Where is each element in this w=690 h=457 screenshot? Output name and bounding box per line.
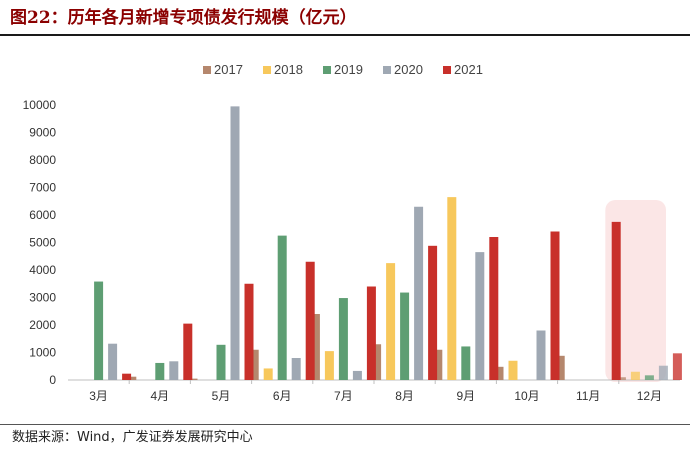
bar-2019 (461, 346, 471, 380)
bar-2017 (555, 355, 565, 380)
y-tick-label: 5000 (29, 236, 56, 250)
bar-2020 (108, 343, 118, 380)
bar-2020 (658, 365, 668, 380)
bar-2017 (127, 376, 137, 380)
chart-legend: 2017 2018 2019 2020 2021 (203, 62, 483, 77)
y-tick-label: 9000 (29, 126, 56, 140)
bar-chart: 2017 2018 2019 2020 2021 0 1000 2000 3000 4000 50… (23, 62, 682, 403)
bar-2018 (508, 360, 518, 380)
bar-2019 (644, 375, 654, 380)
source-rule (0, 424, 690, 425)
bar-2019 (277, 235, 287, 380)
bar-2019 (400, 292, 410, 380)
chart-axes: 0 1000 2000 3000 4000 5000 6000 7000 8000 9000 100… (23, 98, 680, 403)
bar-2021 (366, 286, 376, 380)
legend-swatch (323, 66, 331, 74)
x-tick-label: 11月 (576, 389, 600, 403)
legend-swatch (443, 66, 451, 74)
bar-2020 (291, 358, 301, 380)
y-tick-label: 6000 (29, 208, 56, 222)
y-tick-label: 1000 (29, 346, 56, 360)
bar-2020 (414, 206, 424, 380)
legend-label: 2021 (454, 62, 483, 77)
bar-2018 (447, 197, 457, 380)
bar-2017 (433, 349, 443, 380)
legend-label: 2017 (214, 62, 243, 77)
bar-2021 (122, 373, 132, 380)
bar-2020 (475, 252, 485, 380)
bar-2019 (155, 362, 165, 380)
bar-2018 (386, 263, 396, 380)
bar-2017 (494, 366, 504, 380)
bar-2021 (428, 245, 438, 380)
bar-2019 (94, 281, 104, 380)
x-tick-label: 7月 (334, 389, 353, 403)
y-tick-label: 10000 (23, 98, 57, 112)
bar-2017 (249, 349, 259, 380)
x-tick-label: 4月 (150, 389, 169, 403)
bar-2020 (536, 330, 546, 380)
title-rule (0, 34, 690, 36)
bar-2017 (372, 344, 382, 380)
x-tick-label: 12月 (637, 389, 662, 403)
legend-swatch (263, 66, 271, 74)
y-tick-label: 0 (49, 373, 56, 387)
x-tick-label: 10月 (514, 389, 539, 403)
legend-label: 2020 (394, 62, 423, 77)
y-tick-label: 3000 (29, 291, 56, 305)
legend-swatch (203, 66, 211, 74)
chart-bars (94, 106, 682, 380)
bar-2021 (489, 237, 499, 380)
bar-2017 (310, 314, 320, 380)
bar-2019 (338, 298, 348, 380)
x-tick-label: 6月 (273, 389, 292, 403)
y-tick-label: 4000 (29, 263, 56, 277)
bar-2019 (216, 344, 226, 380)
legend-swatch (383, 66, 391, 74)
x-tick-label: 9月 (456, 389, 475, 403)
figure-title: 图22：历年各月新增专项债发行规模（亿元） (10, 8, 357, 28)
x-tick-label: 8月 (395, 389, 414, 403)
bar-2018 (630, 371, 640, 380)
source-note: 数据来源：Wind，广发证券发展研究中心 (12, 430, 253, 445)
x-tick-label: 3月 (89, 389, 108, 403)
bar-2021 (244, 283, 254, 380)
bar-2017 (188, 378, 198, 380)
bar-2021 (183, 323, 193, 380)
bar-2020 (169, 361, 179, 380)
y-tick-label: 8000 (29, 153, 56, 167)
y-tick-label: 2000 (29, 318, 56, 332)
legend-label: 2019 (334, 62, 363, 77)
bar-2021 (611, 221, 621, 380)
bar-2021 (550, 231, 560, 380)
bar-2020 (230, 106, 240, 380)
bar-2017 (616, 377, 626, 380)
bar-2021 (305, 261, 315, 380)
bar-2020 (352, 370, 362, 380)
bar-2018 (324, 351, 334, 380)
x-tick-label: 5月 (212, 389, 231, 403)
bar-2021 (672, 353, 682, 380)
legend-label: 2018 (274, 62, 303, 77)
bar-2018 (263, 368, 273, 380)
y-tick-label: 7000 (29, 181, 56, 195)
